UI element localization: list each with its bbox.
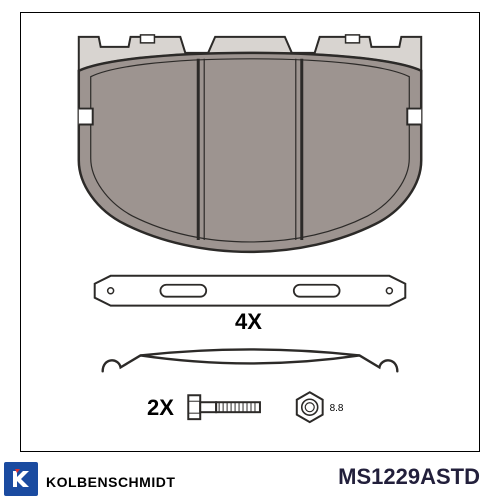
part-number: MS1229ASTD: [338, 464, 480, 490]
brand-name: KOLBENSCHMIDT: [46, 474, 175, 490]
spring-clip: [103, 349, 398, 371]
bolt: [188, 395, 260, 419]
brand-logo: [4, 462, 38, 496]
nut: 8.8: [297, 392, 344, 422]
spreader-bar: [95, 276, 406, 306]
brake-pad-diagram: 8.8: [21, 13, 479, 451]
product-frame: 8.8 4X 2X: [20, 12, 480, 452]
kolbenschmidt-icon: [9, 467, 33, 491]
spreader-qty-label: 4X: [235, 309, 262, 335]
bolt-qty-label: 2X: [147, 395, 174, 421]
brake-pad-main: [79, 53, 421, 252]
nut-grade-marking: 8.8: [330, 403, 344, 414]
